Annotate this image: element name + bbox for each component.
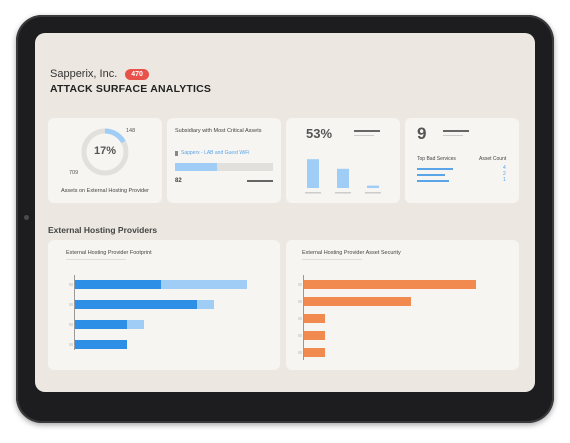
company-name: Sapperix, Inc. (50, 68, 118, 80)
mini-bar (337, 168, 349, 188)
donut-caption: Assets on External Hosting Provider (60, 188, 150, 194)
footprint-panel[interactable]: External Hosting Provider Footprint (48, 240, 280, 370)
security-bar[interactable] (304, 314, 325, 323)
camera-icon (24, 215, 29, 220)
subsidiary-track (175, 163, 273, 171)
services-col-right: Asset Count (479, 156, 507, 162)
security-tick (298, 334, 302, 337)
security-tick (298, 317, 302, 320)
services-col-left: Top Bad Services (417, 156, 456, 162)
security-tick (298, 300, 302, 303)
security-title: External Hosting Provider Asset Security (302, 250, 401, 256)
footprint-bar[interactable] (75, 340, 127, 349)
subsidiary-title: Subsidiary with Most Critical Assets (175, 128, 262, 134)
service-row-bar (417, 174, 445, 176)
footprint-axis (74, 275, 75, 350)
footprint-tick (69, 343, 73, 346)
section-title: External Hosting Providers (48, 225, 158, 235)
placeholder-line (354, 130, 380, 132)
services-value: 9 (417, 124, 427, 143)
footprint-bar[interactable] (75, 300, 198, 309)
alert-badge[interactable]: 470 (125, 68, 149, 80)
placeholder-line (66, 259, 126, 260)
footprint-bar[interactable] (75, 280, 161, 289)
page-title: ATTACK SURFACE ANALYTICS (50, 83, 212, 95)
donut-card[interactable]: 17% 148 709 Assets on External Hosting P… (48, 118, 162, 203)
subsidiary-link-label: Sapperx - LAB and Guest WiFi (181, 150, 250, 156)
mini-bar (307, 159, 319, 188)
placeholder-line (354, 135, 374, 136)
subsidiary-link[interactable]: Sapperx - LAB and Guest WiFi (175, 150, 249, 156)
service-count: 4 (503, 165, 506, 171)
security-tick (298, 283, 302, 286)
donut-value-left: 709 (69, 170, 79, 176)
security-bar[interactable] (304, 348, 325, 357)
subsidiary-progress (175, 163, 217, 171)
security-panel[interactable]: External Hosting Provider Asset Security (286, 240, 519, 370)
dashboard-screen: Sapperix, Inc. 470 ATTACK SURFACE ANALYT… (35, 33, 535, 392)
mini-tick (335, 192, 351, 194)
placeholder-line (247, 180, 273, 182)
footprint-tick (69, 303, 73, 306)
footprint-title: External Hosting Provider Footprint (66, 250, 152, 256)
company-header: Sapperix, Inc. 470 (50, 68, 149, 80)
percent-minichart (305, 159, 381, 194)
services-card[interactable]: 9 Top Bad Services Asset Count 4 2 1 (405, 118, 519, 203)
security-axis (303, 275, 304, 360)
service-count: 1 (503, 177, 506, 183)
security-bar[interactable] (304, 331, 325, 340)
placeholder-line (302, 259, 362, 260)
donut-percent: 17% (93, 145, 117, 157)
footprint-tick (69, 283, 73, 286)
service-count: 2 (503, 171, 506, 177)
donut-chart (81, 128, 129, 176)
subsidiary-count: 82 (175, 178, 182, 184)
percent-value: 53% (306, 126, 333, 141)
mini-tick (305, 192, 321, 194)
footprint-bar[interactable] (75, 320, 127, 329)
donut-arc (81, 128, 129, 176)
placeholder-line (443, 130, 469, 132)
building-icon (175, 150, 178, 156)
donut-value-top: 148 (126, 128, 136, 134)
security-bar[interactable] (304, 280, 476, 289)
placeholder-line (443, 135, 463, 136)
security-bar[interactable] (304, 297, 411, 306)
percent-card[interactable]: 53% (286, 118, 400, 203)
service-row-bar (417, 168, 453, 170)
mini-bar (367, 185, 379, 188)
footprint-tick (69, 323, 73, 326)
footprint-bar-light[interactable] (75, 280, 247, 289)
service-row-bar (417, 180, 449, 182)
mini-tick (365, 192, 381, 194)
subsidiary-card[interactable]: Subsidiary with Most Critical Assets Sap… (167, 118, 281, 203)
security-tick (298, 351, 302, 354)
